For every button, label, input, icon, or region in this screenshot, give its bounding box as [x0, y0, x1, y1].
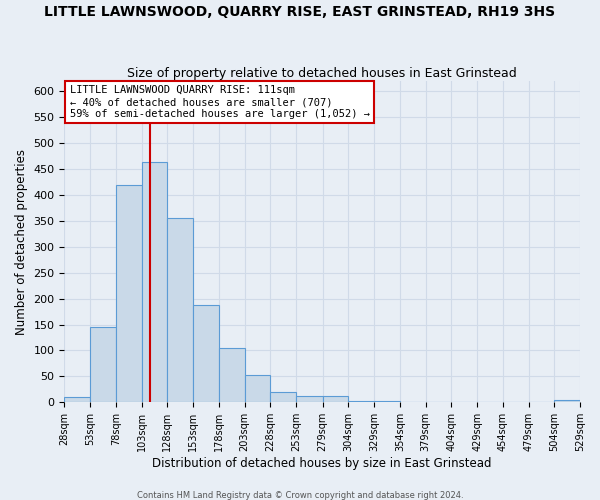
Bar	[219, 348, 245, 403]
Bar	[116, 186, 142, 402]
Text: LITTLE LAWNSWOOD QUARRY RISE: 111sqm
← 40% of detached houses are smaller (707)
: LITTLE LAWNSWOOD QUARRY RISE: 111sqm ← 4…	[70, 86, 370, 118]
Bar	[554, 400, 580, 402]
Bar	[167, 218, 193, 402]
Bar	[90, 327, 116, 402]
Y-axis label: Number of detached properties: Number of detached properties	[15, 148, 28, 334]
Bar	[349, 401, 374, 402]
Bar	[374, 401, 400, 402]
Bar	[296, 396, 323, 402]
Title: Size of property relative to detached houses in East Grinstead: Size of property relative to detached ho…	[127, 66, 517, 80]
Bar	[142, 162, 167, 402]
Bar	[323, 396, 349, 402]
Bar	[193, 305, 219, 402]
Text: Contains HM Land Registry data © Crown copyright and database right 2024.: Contains HM Land Registry data © Crown c…	[137, 490, 463, 500]
Bar	[245, 375, 270, 402]
Bar	[270, 392, 296, 402]
X-axis label: Distribution of detached houses by size in East Grinstead: Distribution of detached houses by size …	[152, 457, 492, 470]
Text: LITTLE LAWNSWOOD, QUARRY RISE, EAST GRINSTEAD, RH19 3HS: LITTLE LAWNSWOOD, QUARRY RISE, EAST GRIN…	[44, 5, 556, 19]
Bar	[64, 397, 90, 402]
